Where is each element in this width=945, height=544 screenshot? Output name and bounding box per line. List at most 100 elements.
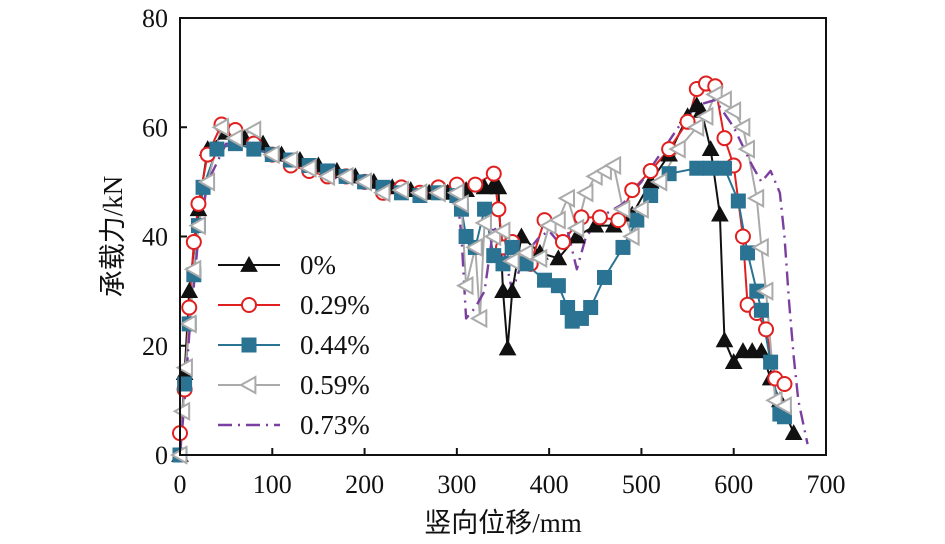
y-tick-label: 80	[142, 4, 168, 33]
data-point	[603, 155, 622, 176]
data-point	[689, 160, 705, 176]
data-point	[730, 193, 746, 209]
legend-label: 0.29%	[300, 290, 370, 320]
data-point	[711, 205, 729, 222]
data-point	[489, 178, 508, 195]
x-tick-label: 500	[622, 470, 661, 499]
y-tick-label: 0	[155, 441, 168, 470]
x-tick-label: 400	[530, 470, 569, 499]
data-point	[179, 314, 197, 334]
data-point	[197, 172, 216, 192]
data-point	[737, 139, 755, 159]
legend: 0% 0.29% 0.44% 0.59% 0.73%	[218, 250, 370, 440]
data-point	[181, 299, 198, 316]
plot-frame	[179, 17, 827, 456]
data-point	[629, 212, 645, 228]
data-point	[612, 199, 631, 219]
data-point	[477, 201, 493, 217]
x-tick-label: 300	[437, 470, 476, 499]
data-point	[746, 188, 765, 208]
data-point	[751, 237, 769, 258]
series-markers	[169, 75, 803, 465]
legend-marker	[240, 255, 258, 272]
data-point	[516, 243, 534, 263]
data-point	[716, 160, 732, 176]
data-point	[716, 130, 733, 147]
data-point	[183, 259, 202, 279]
data-point	[354, 172, 372, 192]
legend-label: 0.44%	[300, 330, 370, 360]
data-point	[177, 376, 193, 392]
legend-marker	[238, 375, 257, 395]
data-point	[686, 117, 705, 137]
x-tick-label: 100	[253, 470, 292, 499]
data-point	[246, 141, 262, 157]
data-point	[643, 188, 659, 204]
data-point	[554, 233, 571, 250]
legend-label: 0%	[300, 250, 336, 280]
data-point	[262, 144, 280, 165]
data-point	[668, 139, 686, 159]
data-point	[560, 300, 576, 316]
data-point	[734, 228, 751, 245]
y-tick-label: 40	[142, 223, 168, 252]
data-point	[642, 162, 659, 179]
data-point	[610, 212, 627, 229]
data-point	[172, 401, 191, 421]
data-point	[714, 90, 732, 110]
data-point	[446, 183, 465, 203]
data-point	[548, 210, 566, 230]
data-point	[456, 275, 474, 296]
data-point	[615, 239, 631, 255]
data-point	[209, 141, 225, 157]
data-point	[467, 176, 484, 193]
data-point	[557, 188, 575, 208]
data-point	[732, 117, 751, 137]
data-point	[474, 213, 492, 233]
y-tick-label: 60	[142, 113, 168, 142]
data-point	[724, 353, 743, 370]
data-point	[529, 248, 548, 269]
data-point	[225, 128, 243, 148]
data-point	[175, 357, 193, 378]
x-tick-label: 0	[174, 470, 187, 499]
x-tick-label: 200	[345, 470, 384, 499]
legend-label: 0.59%	[300, 370, 370, 400]
data-point	[188, 215, 206, 236]
x-tick-label: 600	[714, 470, 753, 499]
legend-label: 0.73%	[300, 410, 370, 440]
data-point	[211, 117, 229, 137]
data-point	[372, 183, 391, 203]
data-point	[649, 172, 668, 192]
data-point	[409, 183, 428, 203]
data-point	[752, 342, 771, 359]
data-point	[428, 183, 446, 203]
data-point	[317, 166, 336, 187]
data-point	[723, 101, 742, 121]
data-point	[190, 195, 207, 212]
data-point	[591, 209, 608, 226]
data-point	[622, 226, 640, 247]
legend-marker	[241, 297, 257, 313]
data-point	[180, 282, 199, 299]
data-point	[575, 183, 594, 203]
data-point	[624, 182, 641, 199]
data-point	[299, 158, 317, 178]
data-point	[715, 331, 734, 348]
data-point	[465, 237, 483, 258]
y-tick-label: 20	[142, 332, 168, 361]
axis-tick-labels: 0 100 200 300 400 500 600 700 0 20 40 60 80	[142, 4, 846, 499]
data-point	[502, 251, 520, 271]
data-point	[498, 339, 517, 356]
data-point	[504, 239, 520, 255]
data-point	[185, 233, 202, 250]
data-point	[391, 180, 409, 200]
data-point	[597, 269, 613, 285]
data-point	[755, 281, 774, 301]
data-point	[701, 140, 720, 156]
data-point	[336, 166, 354, 187]
data-point	[703, 160, 719, 176]
data-point	[774, 396, 792, 416]
x-tick-label: 700	[807, 470, 846, 499]
data-point	[550, 278, 566, 294]
